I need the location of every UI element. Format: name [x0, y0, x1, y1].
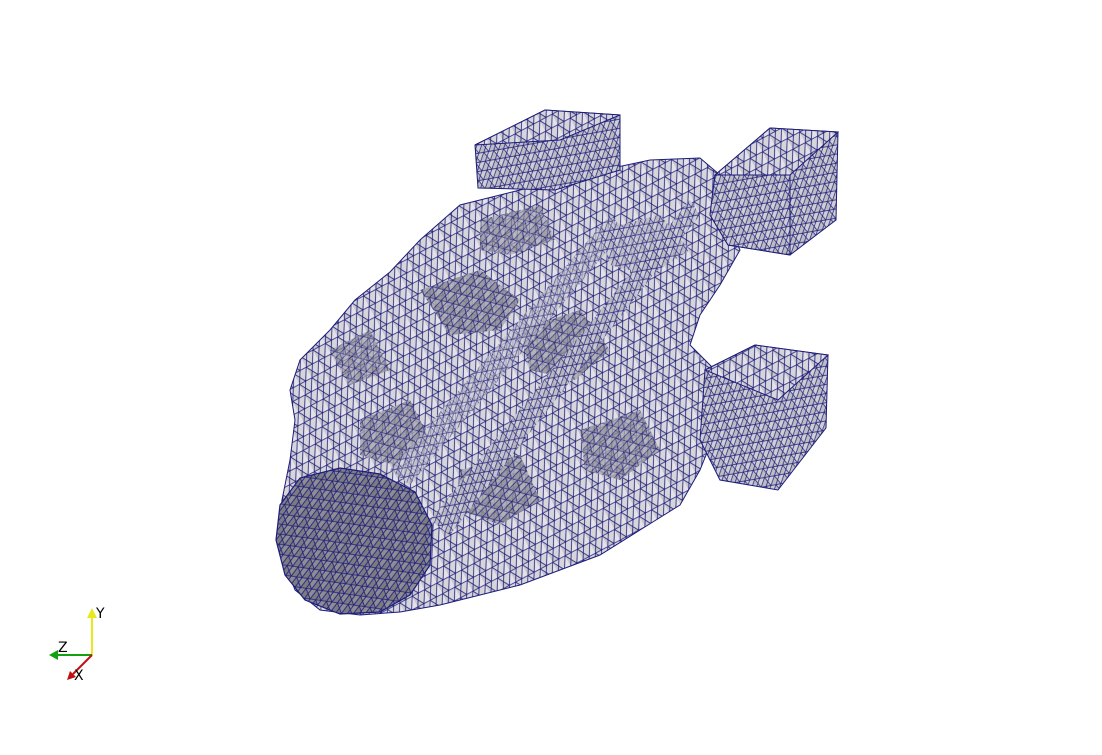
mesh-block-top-left — [474, 109, 621, 191]
orientation-axes: Y Z X — [49, 606, 105, 684]
x-axis-line — [72, 654, 93, 675]
mesh-block-bottom-right — [699, 344, 830, 491]
z-axis-arrow-icon — [49, 650, 58, 660]
mesh-cylinder-cap — [275, 467, 433, 615]
mesh-block-top-right — [709, 127, 840, 256]
x-axis-label: X — [74, 668, 84, 684]
y-axis-arrow-icon — [87, 608, 97, 618]
y-axis-label: Y — [95, 606, 105, 622]
x-axis-arrow-icon — [67, 671, 76, 680]
z-axis-label: Z — [58, 640, 68, 656]
